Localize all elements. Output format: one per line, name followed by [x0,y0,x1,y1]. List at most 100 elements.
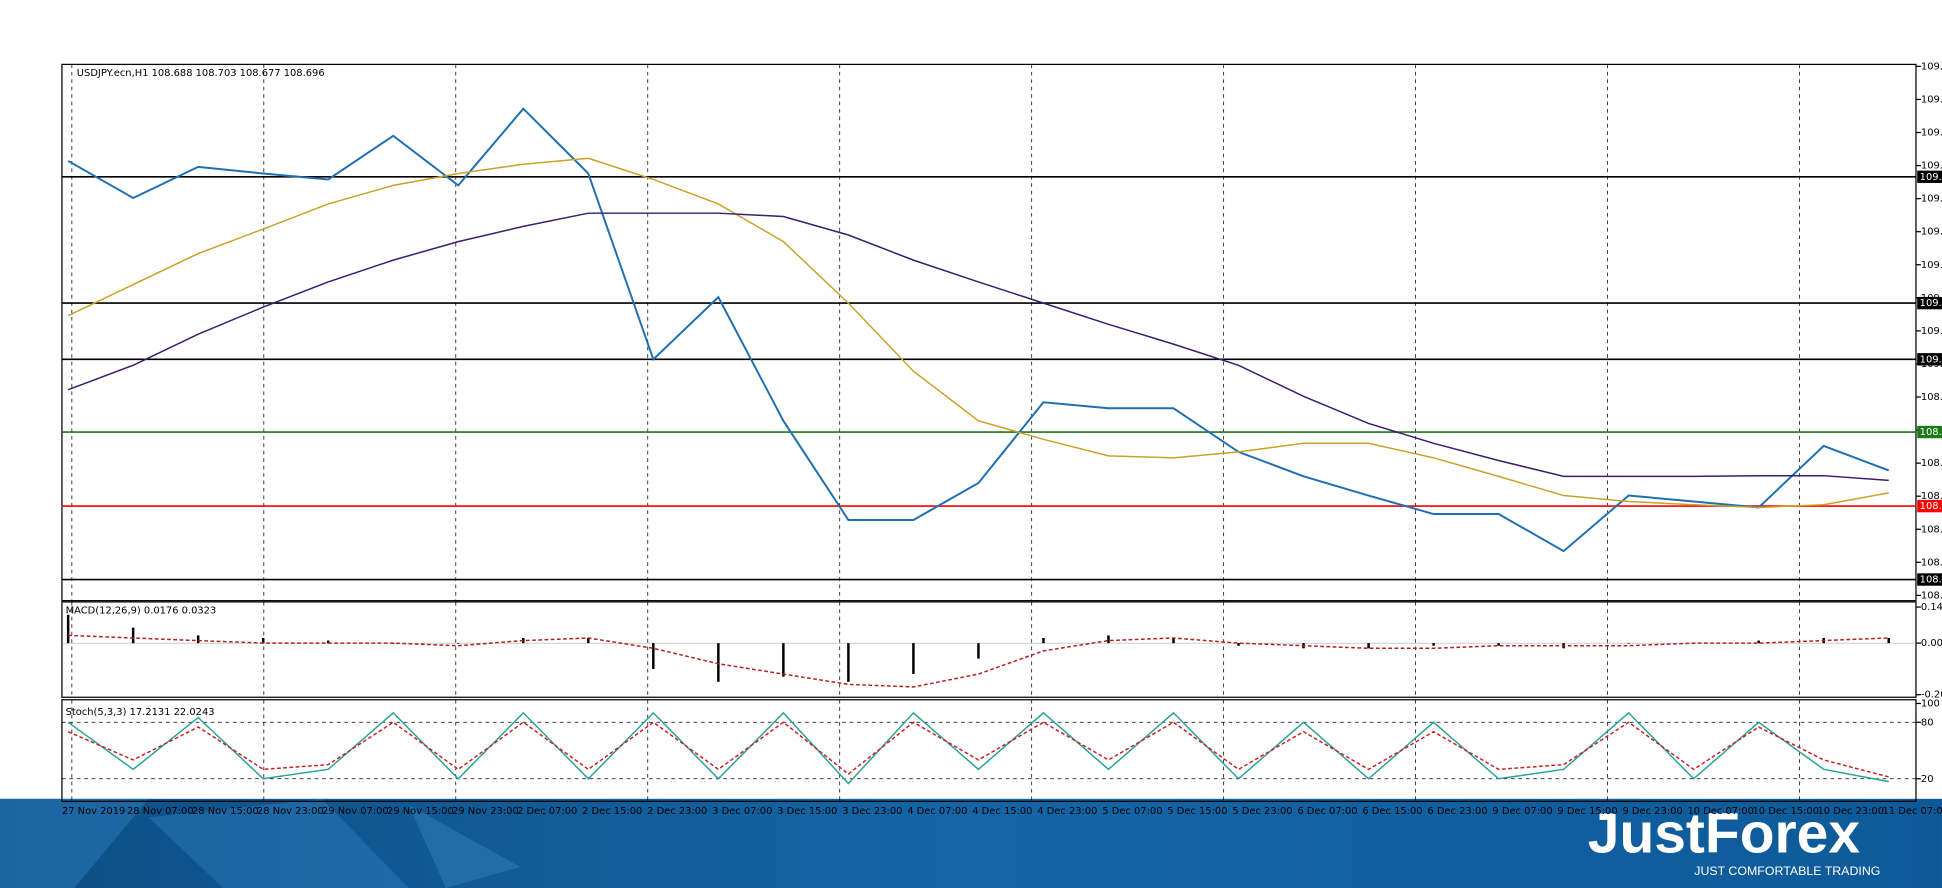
bar [1042,637,1045,644]
x-tick-label: 10 Dec 23:00 [1818,806,1885,817]
pane-title: Stoch(5,3,3) 17.2131 22.0243 [66,707,215,718]
x-tick-label: 9 Dec 07:00 [1492,806,1552,817]
y-tick-label: 108. [1921,524,1942,535]
x-tick-label: 10 Dec 15:00 [1752,806,1819,817]
y-tick-label: 109. [1921,61,1942,72]
banner-shape [148,798,409,888]
y-tick-label: 108. [1921,392,1942,403]
banner-shape [408,805,521,888]
indicator-line [67,711,1889,785]
indicator-line [67,212,1889,482]
bar [326,640,330,644]
bar [1237,643,1240,646]
x-tick-label: 28 Nov 15:00 [192,806,259,817]
bar [847,643,850,682]
level-label: 109. [1920,354,1942,365]
y-tick-label: 108. [1921,491,1942,502]
x-tick-label: 9 Dec 15:00 [1557,806,1617,817]
x-tick-label: 4 Dec 07:00 [907,806,967,817]
level-label: 109. [1920,172,1942,183]
x-tick-label: 29 Nov 23:00 [452,806,519,817]
x-tick-label: 28 Nov 23:00 [257,806,324,817]
bar [1432,643,1435,646]
level-label: 108. [1920,501,1942,512]
x-tick-label: 3 Dec 23:00 [842,806,902,817]
bar [261,637,265,644]
bar [782,643,785,677]
level-tag [1917,425,1942,439]
bar [131,627,135,644]
y-tick-label: 109. [1921,260,1942,271]
y-tick-label: -0.20 [1921,690,1942,701]
level-tag [1917,573,1942,586]
bar [717,643,720,682]
x-tick-label: 29 Nov 15:00 [387,806,454,817]
y-tick-label: 108. [1921,590,1942,601]
y-tick-label: 80 [1921,717,1934,728]
bar [652,643,655,669]
level-label: 108. [1920,575,1942,586]
bar [1627,643,1630,644]
pane-title: USDJPY.ecn,H1 108.688 108.703 108.677 10… [77,68,325,79]
level-label: 109. [1920,298,1942,309]
x-tick-label: 11 Dec 07:00 [1883,806,1942,817]
x-tick-label: 6 Dec 23:00 [1427,806,1487,817]
y-tick-label: 20 [1921,774,1934,785]
x-tick-label: 4 Dec 15:00 [972,806,1032,817]
pane-frame [61,601,1917,698]
tagline: JUST COMFORTABLE TRADING [1694,864,1880,878]
x-tick-label: 9 Dec 23:00 [1622,806,1682,817]
level-tag [1917,296,1942,310]
y-tick-label: 108. [1921,557,1942,568]
price-line [67,107,1890,553]
bar [1887,637,1890,644]
y-tick-label: 108. [1921,458,1942,469]
x-tick-label: 5 Dec 23:00 [1232,806,1292,817]
x-tick-label: 3 Dec 07:00 [712,806,772,817]
x-tick-label: 2 Dec 15:00 [582,806,642,817]
bar [587,637,590,644]
indicator-line [67,721,1889,778]
bar [457,643,460,644]
x-tick-label: 4 Dec 23:00 [1037,806,1097,817]
bar [912,643,915,675]
x-tick-label: 5 Dec 07:00 [1102,806,1162,817]
y-tick-label: 109. [1921,326,1942,337]
pane-title: MACD(12,26,9) 0.0176 0.0323 [66,606,217,617]
x-tick-label: 2 Dec 07:00 [517,806,577,817]
y-tick-label: 0.00 [1921,638,1942,649]
bar [1757,640,1760,644]
x-tick-label: 10 Dec 07:00 [1687,806,1754,817]
y-tick-label: 109. [1921,227,1942,238]
bar [66,614,70,644]
level-label: 108. [1920,427,1942,438]
x-tick-label: 3 Dec 15:00 [777,806,837,817]
level-tag [1917,499,1942,513]
x-tick-label: 5 Dec 15:00 [1167,806,1227,817]
bar [1367,643,1370,649]
bar [1172,637,1175,644]
x-tick-label: 6 Dec 07:00 [1297,806,1357,817]
level-tag [1917,170,1942,184]
level-tag [1917,353,1942,366]
bar [977,643,980,659]
y-tick-label: 109. [1921,94,1942,105]
x-tick-label: 28 Nov 07:00 [127,806,194,817]
bar [1497,643,1500,646]
x-tick-label: 2 Dec 23:00 [647,806,707,817]
indicator-line [68,634,1889,688]
pane-frame [61,699,1917,802]
indicator-line [67,157,1889,509]
x-tick-label: 27 Nov 2019 [62,806,125,817]
y-tick-label: 109. [1921,128,1942,139]
bar [196,635,200,644]
pane-frame [61,63,1917,602]
x-tick-label: 6 Dec 15:00 [1362,806,1422,817]
y-tick-label: 109. [1921,194,1942,205]
bar [1107,635,1110,644]
logo: JustForex [1588,801,1861,865]
x-tick-label: 29 Nov 07:00 [322,806,389,817]
banner-shape [0,798,149,888]
banner [0,798,1942,888]
